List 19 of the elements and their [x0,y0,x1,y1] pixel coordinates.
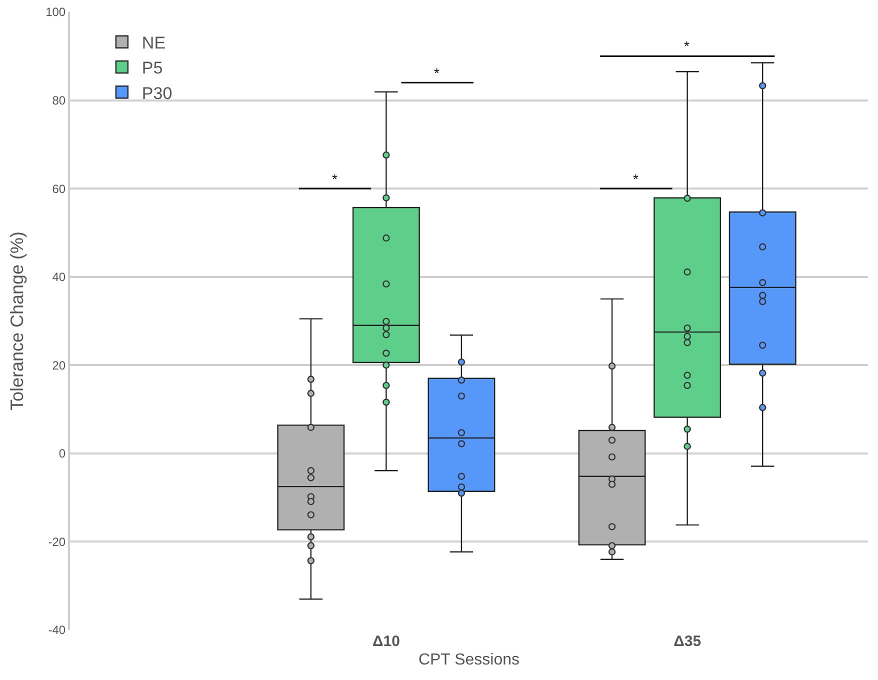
legend-label: NE [142,34,166,53]
y-tick-label: 100 [46,5,66,20]
x-axis-title: CPT Sessions [418,652,520,669]
legend-label: P30 [142,84,172,103]
annotation: * [332,171,338,187]
x-tick-label: Δ35 [674,633,702,650]
annotation: * [434,65,440,81]
y-tick-label: 60 [52,182,66,196]
annotation: * [684,38,690,54]
legend-label: P5 [142,58,163,78]
x-tick-label: Δ10 [372,633,400,650]
y-tick-label: 20 [52,358,66,372]
y-tick-label: -40 [48,623,66,638]
y-axis-title: Tolerance Change (%) [7,231,27,411]
y-tick-label: -20 [48,534,66,549]
y-tick-label: 80 [52,93,66,108]
y-tick-label: 0 [58,446,66,461]
annotation: * [633,171,639,187]
y-tick-label: 40 [52,270,66,284]
